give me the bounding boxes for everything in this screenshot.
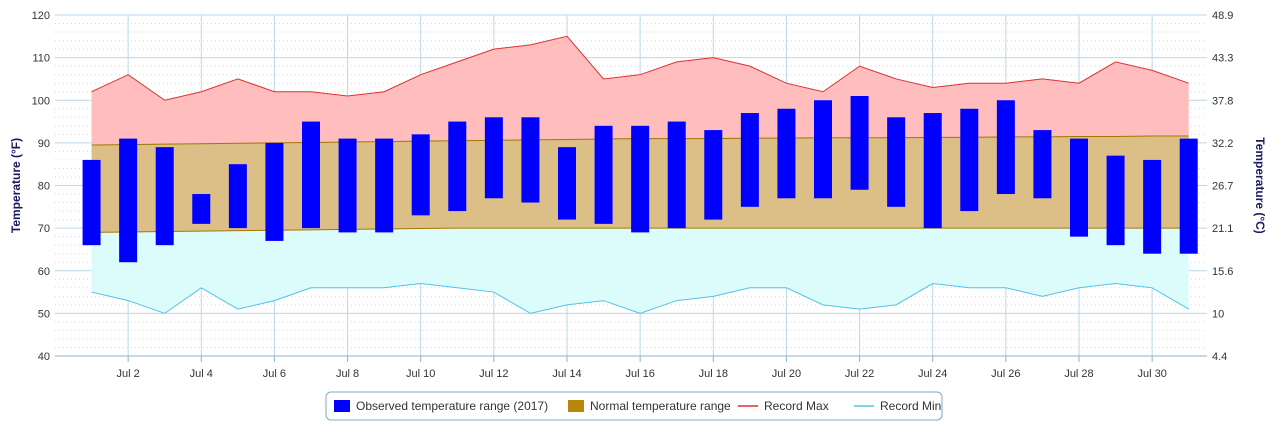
tick-labels: 40 50 60 70 80 90 100 110 120 4.4 10 15.6 21.1 26.7 32… xyxy=(32,10,1234,380)
y-tick-label-left: 70 xyxy=(38,223,50,235)
axes xyxy=(55,355,1207,362)
x-tick-label: Jul 28 xyxy=(1064,368,1093,380)
x-tick-label: Jul 16 xyxy=(625,368,654,380)
observed-range-bar xyxy=(850,95,869,190)
observed-range-bar xyxy=(1070,138,1088,237)
observed-range-bar xyxy=(631,125,650,233)
observed-range-bar xyxy=(119,138,138,263)
observed-range-bar xyxy=(192,194,211,224)
x-tick-label: Jul 26 xyxy=(991,368,1020,380)
observed-range-bar xyxy=(1179,138,1198,254)
y-tick-label-left: 110 xyxy=(32,53,50,65)
legend-item-label: Normal temperature range xyxy=(590,399,731,413)
y-tick-label-left: 50 xyxy=(38,308,50,320)
x-tick-label: Jul 24 xyxy=(918,368,947,380)
record-bands xyxy=(91,36,1189,314)
record-lines xyxy=(91,35,1189,314)
x-tick-label: Jul 20 xyxy=(772,368,801,380)
y-tick-label-right: 15.6 xyxy=(1212,266,1233,278)
observed-range-bar xyxy=(814,100,832,199)
x-tick-label: Jul 2 xyxy=(117,368,140,380)
observed-range-bar xyxy=(887,117,906,207)
observed-range-bar xyxy=(996,100,1015,195)
x-tick-label: Jul 4 xyxy=(190,368,213,380)
observed-range-bar xyxy=(155,147,174,246)
y-tick-label-right: 10 xyxy=(1212,308,1224,320)
record-max-line xyxy=(91,35,1189,101)
y-tick-label-left: 60 xyxy=(38,266,50,278)
record-min-line xyxy=(91,283,1189,314)
observed-range-bar xyxy=(777,108,796,199)
observed-range-bar xyxy=(740,113,759,207)
observed-range-bar xyxy=(1106,155,1125,246)
observed-range-bar xyxy=(704,130,723,220)
legend-box xyxy=(325,391,943,421)
x-tick-label: Jul 10 xyxy=(406,368,435,380)
x-tick-label: Jul 18 xyxy=(699,368,728,380)
legend-item-label: Observed temperature range (2017) xyxy=(356,399,548,413)
y-tick-label-left: 120 xyxy=(32,10,50,22)
observed-range-bar xyxy=(411,134,430,216)
observed-range-bar xyxy=(521,117,540,203)
legend-items: Observed temperature range (2017) Normal … xyxy=(334,399,941,413)
observed-range-bar xyxy=(923,113,942,229)
x-tick-label: Jul 14 xyxy=(552,368,581,380)
observed-range-bar xyxy=(667,121,686,229)
observed-range-bar xyxy=(375,138,394,233)
legend-item-label: Record Min xyxy=(880,399,941,413)
observed-range-bar xyxy=(960,108,979,212)
observed-range-bars xyxy=(82,95,1198,263)
record-min-band xyxy=(91,228,1189,314)
y-tick-label-left: 90 xyxy=(38,138,50,150)
observed-range-bar xyxy=(484,117,503,199)
y-axis-title-right: Temperature (°C) xyxy=(1253,137,1267,234)
legend-item-label: Record Max xyxy=(764,399,829,413)
observed-range-bar xyxy=(1033,130,1052,199)
observed-range-bar xyxy=(558,147,576,220)
observed-range-bar xyxy=(594,125,613,224)
record-max-band xyxy=(91,36,1189,146)
y-tick-label-left: 40 xyxy=(38,351,50,363)
y-axis-title-left: Temperature (°F) xyxy=(9,138,23,233)
observed-range-bar xyxy=(82,159,101,246)
observed-range-bar xyxy=(338,138,357,233)
y-tick-label-right: 37.8 xyxy=(1212,95,1233,107)
y-tick-label-left: 100 xyxy=(32,95,50,107)
legend-swatch-rect xyxy=(568,400,584,412)
x-tick-label: Jul 12 xyxy=(479,368,508,380)
x-tick-label: Jul 30 xyxy=(1137,368,1166,380)
y-tick-label-right: 4.4 xyxy=(1212,351,1227,363)
legend: Observed temperature range (2017) Normal … xyxy=(325,391,943,421)
y-tick-label-left: 80 xyxy=(38,181,50,193)
y-tick-label-right: 26.7 xyxy=(1212,181,1233,193)
y-tick-label-right: 43.3 xyxy=(1212,53,1233,65)
y-tick-label-right: 48.9 xyxy=(1212,10,1233,22)
x-tick-label: Jul 22 xyxy=(845,368,874,380)
x-tick-label: Jul 8 xyxy=(336,368,359,380)
y-tick-label-right: 32.2 xyxy=(1212,138,1233,150)
observed-range-bar xyxy=(1143,159,1162,254)
x-tick-label: Jul 6 xyxy=(263,368,286,380)
legend-swatch-rect xyxy=(334,400,350,412)
y-tick-label-right: 21.1 xyxy=(1212,223,1233,235)
observed-range-bar xyxy=(228,164,247,229)
observed-range-bar xyxy=(302,121,320,229)
observed-range-bar xyxy=(448,121,467,212)
observed-range-bar xyxy=(265,142,284,241)
